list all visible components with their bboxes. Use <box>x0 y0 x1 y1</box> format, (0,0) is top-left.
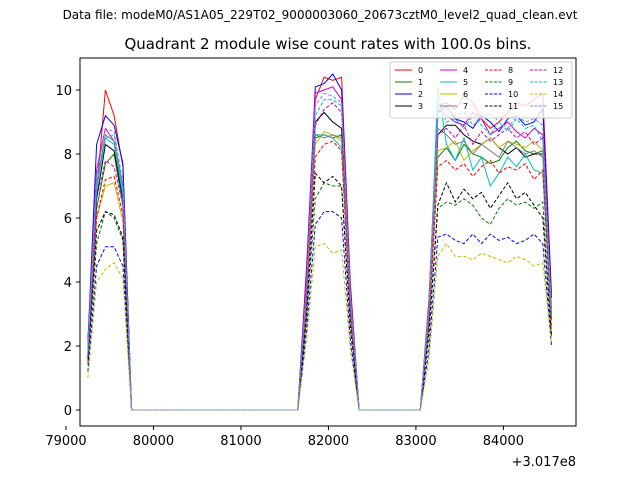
y-tick-label: 6 <box>64 212 72 227</box>
legend-label-0: 0 <box>418 66 423 75</box>
y-tick-label: 10 <box>55 84 72 99</box>
series-12-line <box>87 102 552 411</box>
legend-label-13: 13 <box>553 78 563 87</box>
y-tick-label: 2 <box>64 340 72 355</box>
legend-box <box>389 61 573 119</box>
series-layer <box>87 73 552 411</box>
legend-label-3: 3 <box>418 102 423 111</box>
legend-label-1: 1 <box>418 78 423 87</box>
series-7-line <box>87 127 552 411</box>
chart-title: Quadrant 2 module wise count rates with … <box>124 35 532 53</box>
series-13-line <box>87 99 552 411</box>
series-5-line <box>87 86 552 411</box>
x-tick-label: 79000 <box>45 434 86 449</box>
x-offset-label: +3.017e8 <box>512 455 576 470</box>
legend-label-2: 2 <box>418 90 423 99</box>
x-tick-label: 80000 <box>133 434 174 449</box>
legend-label-14: 14 <box>553 90 563 99</box>
x-tick-label: 83000 <box>395 434 436 449</box>
legend-label-15: 15 <box>553 102 563 111</box>
legend-label-6: 6 <box>463 90 468 99</box>
x-tick-label: 84000 <box>483 434 524 449</box>
legend-label-11: 11 <box>508 102 518 111</box>
legend-label-12: 12 <box>553 66 563 75</box>
series-6-line <box>87 130 552 411</box>
series-11-line <box>87 171 552 411</box>
series-14-line <box>87 242 552 411</box>
legend-label-7: 7 <box>463 102 468 111</box>
series-2-line <box>87 73 552 411</box>
legend-label-4: 4 <box>463 66 468 75</box>
legend-label-10: 10 <box>508 90 518 99</box>
y-tick-label: 0 <box>64 404 72 419</box>
series-8-line <box>87 140 552 411</box>
legend-label-8: 8 <box>508 66 513 75</box>
legend-label-9: 9 <box>508 78 513 87</box>
axes-layer: 79000 80000 81000 82000 83000 84000 0 2 4 6 8 10 <box>45 84 524 449</box>
series-9-line <box>87 182 552 411</box>
legend-label-5: 5 <box>463 78 468 87</box>
x-tick-label: 81000 <box>220 434 261 449</box>
series-1-line <box>87 134 552 411</box>
figure-suptitle: Data file: modeM0/AS1A05_229T02_90000030… <box>62 8 578 22</box>
y-tick-label: 8 <box>64 148 72 163</box>
series-15-line <box>87 92 552 411</box>
x-tick-label: 82000 <box>308 434 349 449</box>
y-tick-label: 4 <box>64 276 72 291</box>
series-10-line <box>87 211 552 411</box>
